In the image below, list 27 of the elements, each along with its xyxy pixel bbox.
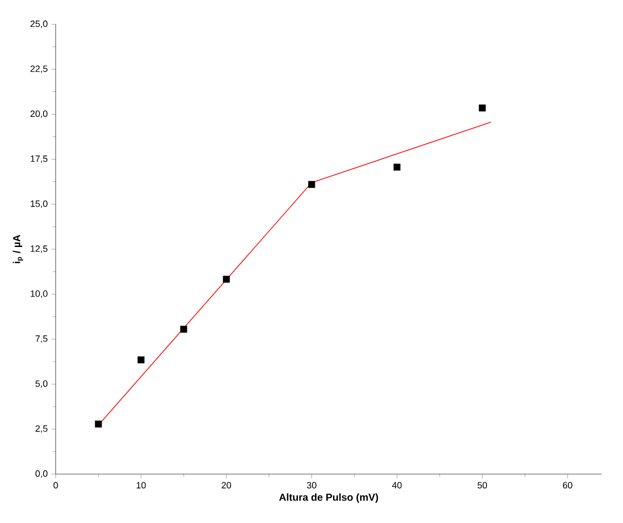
y-tick-label: 25,0 [30, 20, 48, 28]
y-tick-label: 2,5 [36, 425, 48, 434]
y-tick-label: 10,0 [30, 290, 48, 298]
point [478, 104, 486, 112]
y-tick-label: 7,5 [36, 336, 48, 343]
x-tick-label: 0 [54, 482, 58, 489]
x-tick-label: 10 [136, 482, 146, 489]
x-axis-title: Altura de Pulso (mV) [279, 494, 378, 503]
x-tick-label: 20 [222, 482, 232, 489]
y-tick-label: 5,0 [36, 380, 48, 388]
point [180, 326, 188, 333]
y-tick-label: 0,0 [35, 470, 48, 478]
point [394, 164, 400, 171]
y-tick-label: 17,5 [30, 156, 48, 164]
y-tick-label: 22,5 [30, 66, 48, 74]
point [94, 420, 102, 428]
point [222, 276, 230, 283]
point [138, 356, 144, 364]
y-axis-title: i$_{p}$ / µA [12, 234, 24, 264]
point [308, 181, 316, 188]
x-tick-label: 30 [306, 482, 316, 489]
x-tick-label: 40 [392, 482, 402, 489]
y-tick-label: 20,0 [30, 110, 48, 118]
x-tick-label: 50 [478, 482, 488, 489]
y-tick-label: 15,0 [30, 200, 48, 208]
y-tick-label: 12,5 [30, 246, 48, 254]
x-tick-label: 60 [562, 482, 572, 489]
